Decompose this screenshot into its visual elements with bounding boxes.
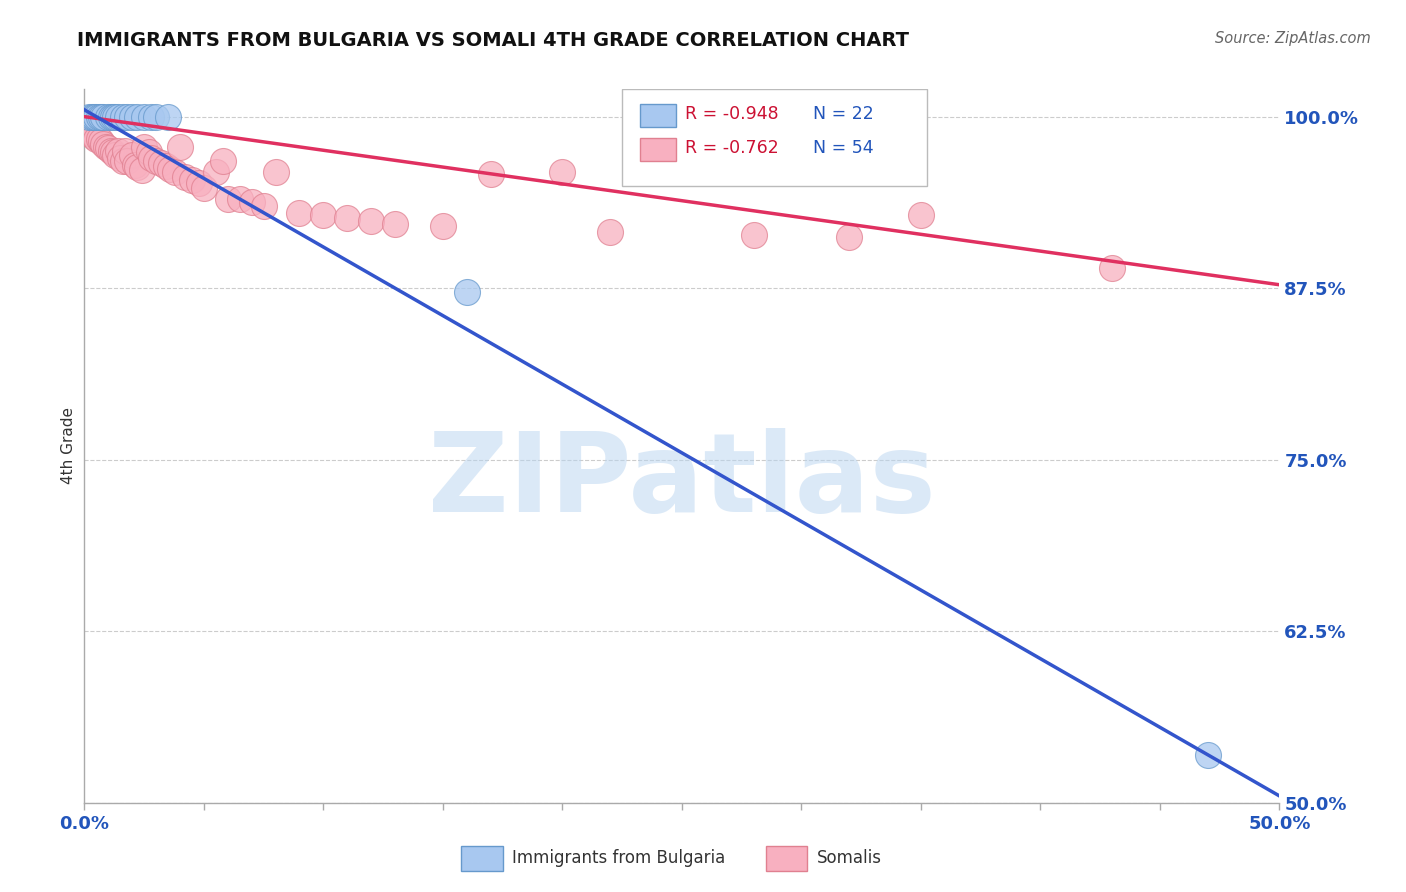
Point — [432, 219, 454, 234]
Point — [910, 209, 932, 223]
Text: Source: ZipAtlas.com: Source: ZipAtlas.com — [1215, 31, 1371, 46]
FancyBboxPatch shape — [640, 137, 676, 161]
Point — [97, 141, 120, 155]
Point — [114, 144, 136, 158]
Point — [212, 153, 235, 168]
Point — [138, 145, 160, 160]
Point — [132, 110, 156, 124]
Point — [90, 134, 112, 148]
Point — [188, 176, 211, 190]
Point — [104, 110, 127, 124]
Point — [117, 110, 139, 124]
Point — [173, 169, 195, 184]
Point — [1197, 747, 1219, 762]
Point — [111, 153, 134, 168]
Point — [100, 110, 122, 124]
Point — [288, 205, 311, 219]
Point — [86, 131, 108, 145]
Point — [87, 131, 110, 145]
Point — [193, 181, 215, 195]
Point — [384, 217, 406, 231]
Point — [551, 164, 574, 178]
Point — [86, 110, 108, 124]
Point — [101, 110, 124, 124]
Point — [264, 164, 287, 178]
FancyBboxPatch shape — [640, 104, 676, 127]
Point — [83, 110, 105, 124]
Point — [107, 110, 129, 124]
Point — [121, 148, 143, 162]
Point — [141, 151, 163, 165]
Point — [107, 144, 129, 158]
Point — [1101, 260, 1123, 275]
Point — [360, 214, 382, 228]
Point — [217, 192, 239, 206]
Point — [121, 110, 143, 124]
Point — [77, 110, 100, 124]
Point — [131, 163, 153, 178]
Point — [93, 110, 115, 124]
Point — [742, 227, 765, 242]
Point — [157, 110, 180, 124]
Text: ZIPatlas: ZIPatlas — [427, 428, 936, 535]
Y-axis label: 4th Grade: 4th Grade — [60, 408, 76, 484]
Point — [229, 192, 252, 206]
Text: Immigrants from Bulgaria: Immigrants from Bulgaria — [512, 849, 725, 867]
Point — [155, 159, 177, 173]
Point — [599, 225, 621, 239]
Point — [336, 211, 359, 226]
Point — [838, 230, 860, 244]
Point — [104, 148, 127, 162]
Point — [132, 140, 156, 154]
Point — [110, 151, 132, 165]
Point — [80, 110, 103, 124]
Point — [169, 140, 191, 154]
Point — [94, 140, 117, 154]
Text: Somalis: Somalis — [817, 849, 882, 867]
Point — [240, 194, 263, 209]
Text: R = -0.948: R = -0.948 — [686, 105, 779, 123]
Point — [124, 158, 146, 172]
Point — [97, 110, 120, 124]
FancyBboxPatch shape — [461, 846, 503, 871]
Point — [100, 144, 122, 158]
Point — [80, 123, 103, 137]
Text: N = 54: N = 54 — [814, 139, 875, 157]
Point — [101, 145, 124, 160]
Point — [145, 110, 167, 124]
Point — [149, 156, 172, 170]
Point — [181, 173, 204, 187]
Text: N = 22: N = 22 — [814, 105, 875, 123]
FancyBboxPatch shape — [623, 89, 927, 186]
Point — [159, 161, 181, 176]
Point — [87, 110, 110, 124]
Text: R = -0.762: R = -0.762 — [686, 139, 779, 157]
Point — [111, 110, 134, 124]
Point — [83, 130, 105, 145]
Point — [165, 164, 187, 178]
Point — [77, 126, 100, 140]
FancyBboxPatch shape — [766, 846, 807, 871]
Point — [125, 161, 148, 175]
Point — [312, 209, 335, 223]
Point — [479, 167, 502, 181]
Text: IMMIGRANTS FROM BULGARIA VS SOMALI 4TH GRADE CORRELATION CHART: IMMIGRANTS FROM BULGARIA VS SOMALI 4TH G… — [77, 31, 910, 50]
Point — [145, 153, 167, 168]
Point — [117, 153, 139, 168]
Point — [125, 110, 148, 124]
Point — [141, 110, 163, 124]
Point — [253, 199, 276, 213]
Point — [205, 164, 228, 178]
Point — [456, 285, 478, 300]
Point — [90, 110, 112, 124]
Point — [93, 137, 115, 152]
